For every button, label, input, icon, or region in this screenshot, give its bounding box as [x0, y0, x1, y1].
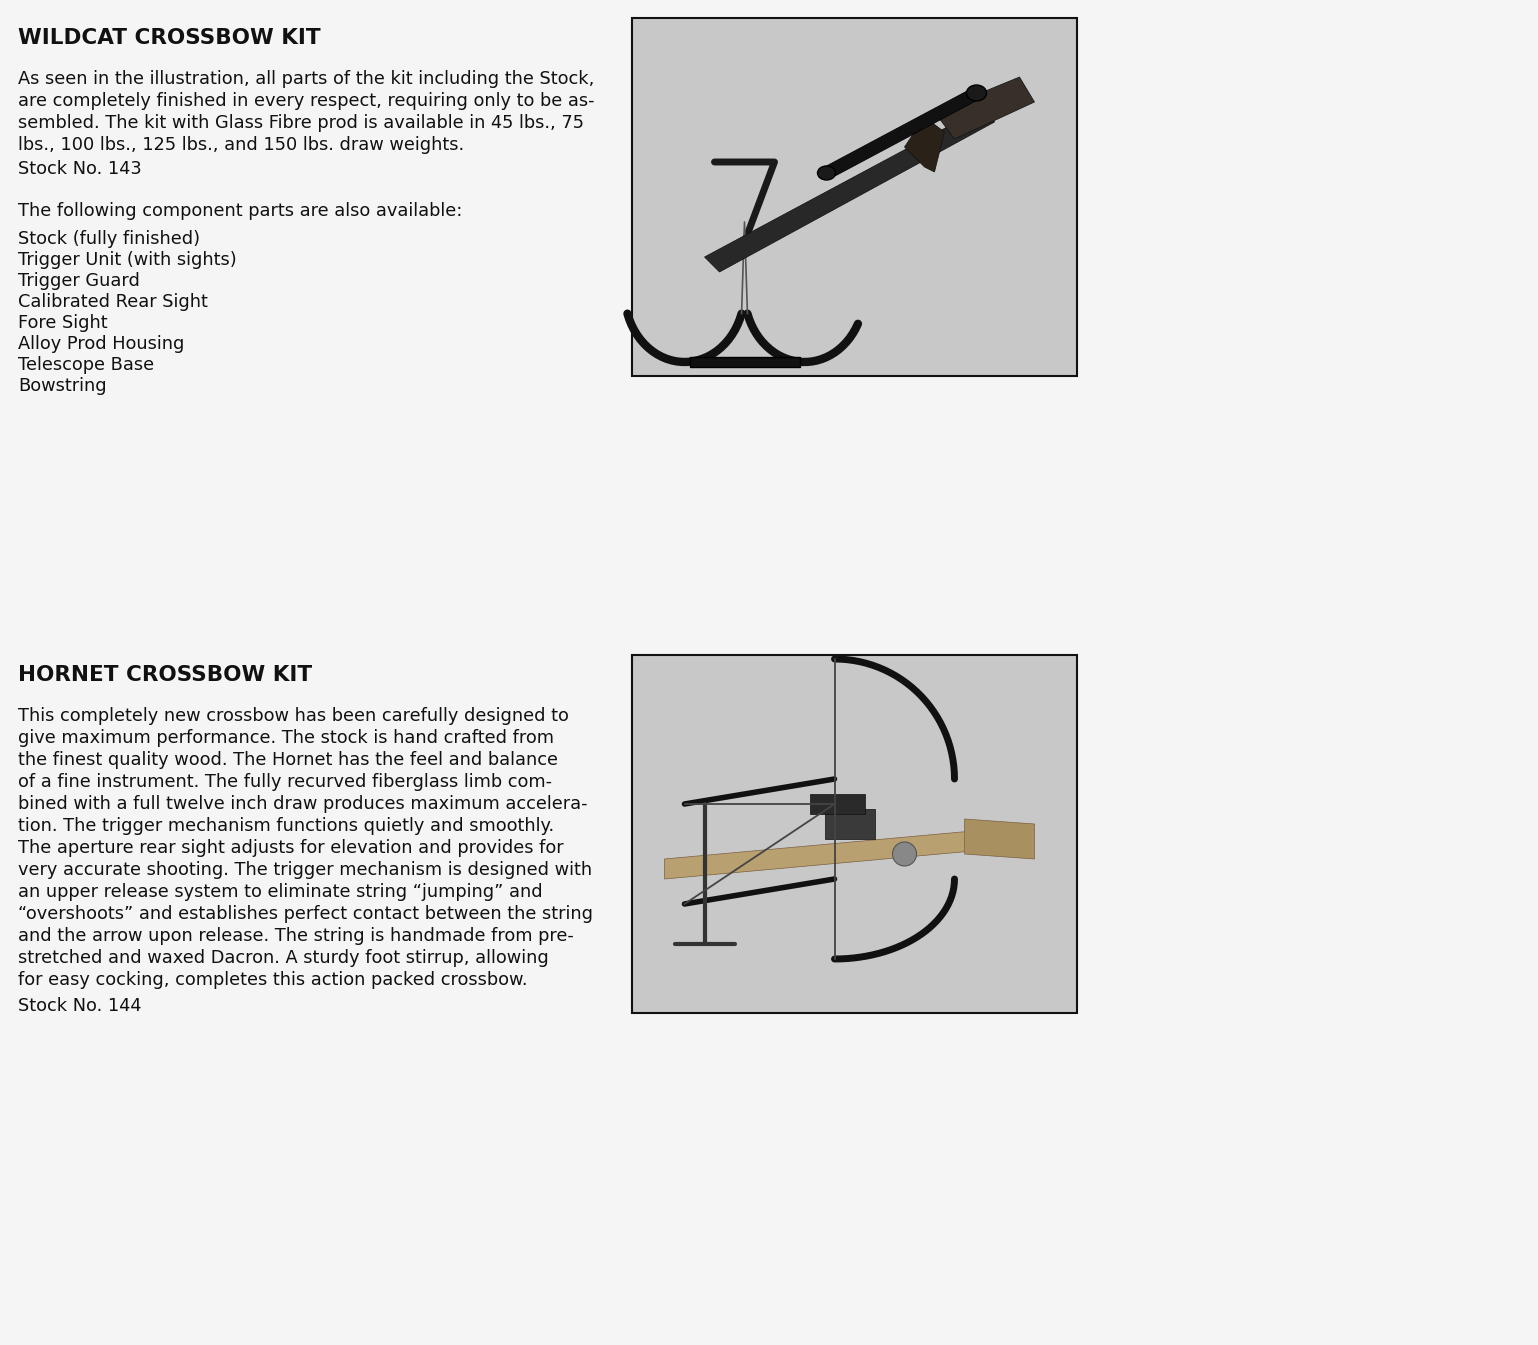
Text: WILDCAT CROSSBOW KIT: WILDCAT CROSSBOW KIT — [18, 28, 320, 48]
Text: Alloy Prod Housing: Alloy Prod Housing — [18, 335, 185, 354]
Text: Fore Sight: Fore Sight — [18, 315, 108, 332]
Polygon shape — [904, 117, 944, 172]
Text: Stock No. 143: Stock No. 143 — [18, 160, 141, 178]
Text: tion. The trigger mechanism functions quietly and smoothly.: tion. The trigger mechanism functions qu… — [18, 816, 554, 835]
Text: “overshoots” and establishes perfect contact between the string: “overshoots” and establishes perfect con… — [18, 905, 594, 923]
Text: of a fine instrument. The fully recurved fiberglass limb com-: of a fine instrument. The fully recurved… — [18, 773, 552, 791]
Bar — [809, 794, 864, 814]
Text: Calibrated Rear Sight: Calibrated Rear Sight — [18, 293, 208, 312]
Text: very accurate shooting. The trigger mechanism is designed with: very accurate shooting. The trigger mech… — [18, 861, 592, 880]
Text: the finest quality wood. The Hornet has the feel and balance: the finest quality wood. The Hornet has … — [18, 751, 558, 769]
Polygon shape — [964, 819, 1035, 859]
Text: an upper release system to eliminate string “jumping” and: an upper release system to eliminate str… — [18, 884, 543, 901]
Text: As seen in the illustration, all parts of the kit including the Stock,: As seen in the illustration, all parts o… — [18, 70, 594, 87]
Bar — [632, 17, 1077, 377]
Ellipse shape — [966, 85, 986, 101]
Text: HORNET CROSSBOW KIT: HORNET CROSSBOW KIT — [18, 664, 312, 685]
Text: stretched and waxed Dacron. A sturdy foot stirrup, allowing: stretched and waxed Dacron. A sturdy foo… — [18, 950, 549, 967]
Bar — [632, 655, 1077, 1013]
Text: lbs., 100 lbs., 125 lbs., and 150 lbs. draw weights.: lbs., 100 lbs., 125 lbs., and 150 lbs. d… — [18, 136, 464, 153]
Text: for easy cocking, completes this action packed crossbow.: for easy cocking, completes this action … — [18, 971, 528, 989]
Text: and the arrow upon release. The string is handmade from pre-: and the arrow upon release. The string i… — [18, 927, 574, 946]
Text: Bowstring: Bowstring — [18, 378, 106, 395]
Polygon shape — [664, 829, 995, 880]
Text: give maximum performance. The stock is hand crafted from: give maximum performance. The stock is h… — [18, 729, 554, 746]
Text: Stock (fully finished): Stock (fully finished) — [18, 230, 200, 249]
Polygon shape — [824, 808, 875, 839]
Text: bined with a full twelve inch draw produces maximum accelera-: bined with a full twelve inch draw produ… — [18, 795, 588, 812]
Ellipse shape — [818, 165, 835, 180]
Text: Trigger Guard: Trigger Guard — [18, 273, 140, 291]
Text: Telescope Base: Telescope Base — [18, 356, 154, 374]
Text: Trigger Unit (with sights): Trigger Unit (with sights) — [18, 252, 237, 269]
Polygon shape — [704, 108, 995, 272]
Polygon shape — [935, 77, 1035, 139]
Text: The aperture rear sight adjusts for elevation and provides for: The aperture rear sight adjusts for elev… — [18, 839, 563, 857]
Circle shape — [892, 842, 917, 866]
Text: are completely finished in every respect, requiring only to be as-: are completely finished in every respect… — [18, 91, 595, 110]
Text: The following component parts are also available:: The following component parts are also a… — [18, 202, 463, 219]
Text: This completely new crossbow has been carefully designed to: This completely new crossbow has been ca… — [18, 707, 569, 725]
Text: Stock No. 144: Stock No. 144 — [18, 997, 141, 1015]
Text: sembled. The kit with Glass Fibre prod is available in 45 lbs., 75: sembled. The kit with Glass Fibre prod i… — [18, 114, 584, 132]
Polygon shape — [689, 356, 800, 367]
Polygon shape — [824, 87, 980, 179]
